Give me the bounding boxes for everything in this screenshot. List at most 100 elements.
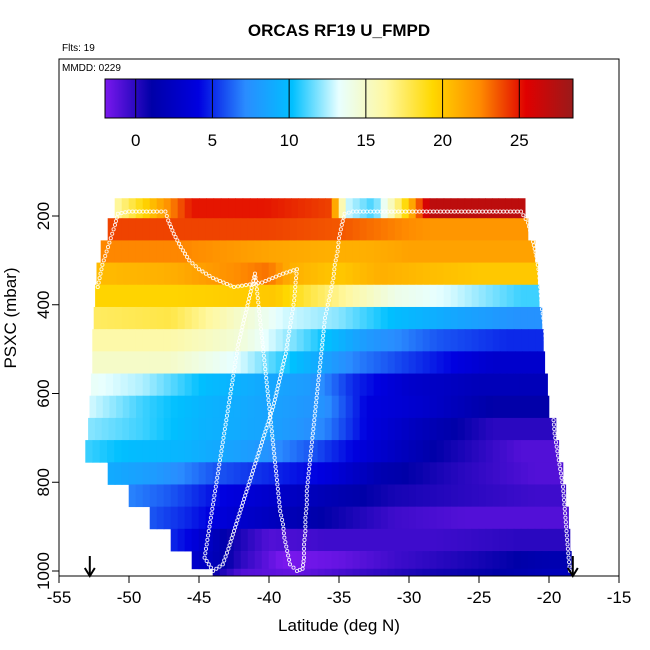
heatmap-cell (345, 417, 354, 441)
flight-track-point (215, 471, 220, 476)
heatmap-cell (240, 373, 249, 397)
heatmap-cell (492, 568, 501, 576)
heatmap-cell (324, 329, 333, 352)
heatmap-cell (264, 198, 272, 219)
heatmap-cell (506, 551, 515, 570)
flight-track-point (549, 391, 554, 396)
heatmap-cell (471, 417, 480, 441)
heatmap-cell (511, 198, 519, 219)
heatmap-cell (373, 506, 382, 530)
heatmap-cell (198, 329, 207, 352)
heatmap-cell (429, 417, 438, 441)
flight-track-point (224, 281, 230, 287)
heatmap-cell (282, 568, 291, 576)
heatmap-cell (254, 484, 263, 508)
heatmap-cell (184, 284, 193, 308)
heatmap-cell (394, 551, 403, 570)
flight-track-point (252, 465, 257, 470)
flight-track-point (303, 524, 308, 529)
heatmap-cell (219, 351, 228, 374)
heatmap-cell (291, 198, 299, 219)
heatmap-cell (422, 306, 431, 330)
heatmap-cell (289, 462, 298, 485)
heatmap-cell (380, 551, 389, 570)
heatmap-cell (142, 198, 151, 219)
heatmap-cell (380, 462, 389, 485)
flight-track-point (262, 362, 267, 367)
heatmap-cell (268, 395, 277, 419)
heatmap-cell (282, 284, 291, 308)
heatmap-cell (338, 329, 347, 352)
flight-track-point (278, 509, 283, 514)
flight-track-point (542, 324, 547, 329)
heatmap-cell (275, 417, 284, 441)
heatmap-cell (191, 284, 200, 308)
heatmap-cell (324, 462, 333, 485)
heatmap-cell (303, 551, 312, 570)
flight-track-point (214, 277, 219, 282)
heatmap-cell (303, 484, 312, 508)
heatmap-cell (499, 462, 508, 485)
flight-track-point (263, 429, 268, 434)
heatmap-cell (240, 218, 249, 241)
flight-track-point (225, 409, 230, 414)
flight-track-point (303, 520, 308, 525)
heatmap-cell (289, 306, 298, 330)
heatmap-cell (247, 484, 256, 508)
heatmap-cell (163, 329, 172, 352)
heatmap-cell (156, 484, 165, 508)
heatmap-cell (233, 218, 242, 241)
heatmap-cell (408, 506, 417, 530)
heatmap-cell (205, 351, 214, 374)
heatmap-cell (513, 284, 522, 308)
heatmap-cell (213, 198, 222, 219)
heatmap-cell (528, 329, 537, 352)
heatmap-cell (338, 284, 347, 308)
heatmap-cell (99, 329, 108, 352)
heatmap-cell (226, 462, 235, 485)
heatmap-cell (380, 484, 389, 508)
flight-track-point (301, 546, 307, 551)
heatmap-cell (429, 440, 438, 463)
heatmap-cell (107, 218, 116, 241)
heatmap-cell (191, 351, 200, 374)
heatmap-cell (457, 484, 466, 508)
flight-track-point (114, 215, 119, 220)
flight-track-point (229, 382, 234, 387)
heatmap-cell (443, 395, 452, 419)
flight-track-point (263, 367, 268, 372)
flight-track-point (164, 213, 169, 219)
heatmap-cell (317, 551, 326, 570)
heatmap-cell (373, 462, 382, 485)
heatmap-cell (226, 218, 235, 241)
heatmap-cell (352, 329, 361, 352)
heatmap-cell (394, 240, 403, 263)
heatmap-cell (359, 373, 368, 397)
heatmap-cell (373, 262, 382, 286)
heatmap-cell (366, 417, 375, 441)
flight-track-point (266, 277, 272, 282)
heatmap-cell (520, 417, 529, 441)
flight-track-point (303, 529, 308, 534)
flight-track-point (261, 349, 266, 354)
heatmap-cell (534, 506, 543, 530)
heatmap-cell (156, 417, 165, 441)
heatmap-cell (520, 506, 529, 530)
date-label: MMDD: 0229 (62, 63, 121, 74)
flight-track-point (292, 289, 297, 294)
heatmap-cell (491, 198, 500, 219)
heatmap-cell (457, 417, 466, 441)
heatmap-cell (219, 306, 228, 330)
flight-track-point (243, 310, 248, 315)
flight-track-point (123, 210, 128, 215)
flight-track-point (331, 271, 336, 276)
heatmap-cell (226, 568, 235, 576)
heatmap-cell (345, 462, 354, 485)
heatmap-cell (170, 417, 179, 441)
flight-track-point (315, 391, 320, 396)
heatmap-cell (226, 284, 235, 308)
heatmap-cell (429, 262, 438, 286)
heatmap-cell (89, 395, 97, 419)
heatmap-cell (485, 351, 494, 374)
heatmap-cell (486, 262, 494, 286)
